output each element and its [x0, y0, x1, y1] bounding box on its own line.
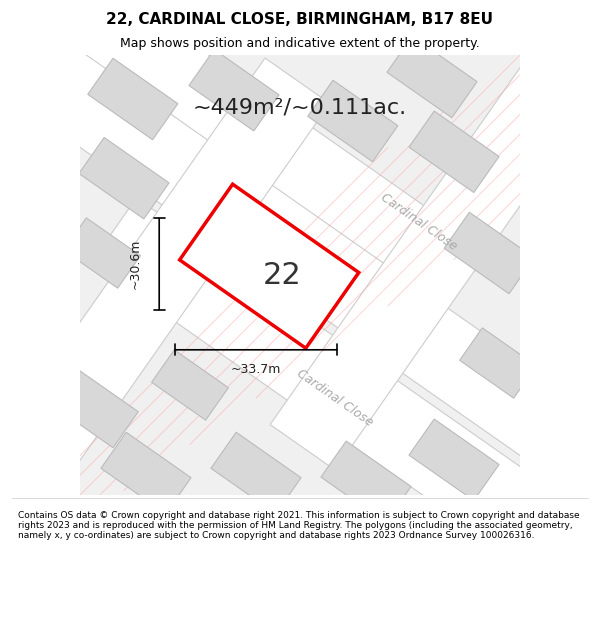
- Polygon shape: [91, 198, 600, 616]
- Polygon shape: [270, 0, 600, 470]
- Text: Cardinal Close: Cardinal Close: [295, 367, 376, 429]
- Polygon shape: [387, 36, 477, 118]
- Polygon shape: [409, 419, 499, 501]
- Text: ~33.7m: ~33.7m: [231, 363, 281, 376]
- Polygon shape: [308, 80, 398, 162]
- Polygon shape: [48, 366, 138, 448]
- Polygon shape: [64, 218, 140, 288]
- Polygon shape: [211, 432, 301, 514]
- Text: ~449m²/~0.111ac.: ~449m²/~0.111ac.: [193, 98, 407, 118]
- Text: 22, CARDINAL CLOSE, BIRMINGHAM, B17 8EU: 22, CARDINAL CLOSE, BIRMINGHAM, B17 8EU: [107, 12, 493, 27]
- Polygon shape: [88, 58, 178, 140]
- Polygon shape: [25, 44, 575, 462]
- Polygon shape: [101, 432, 191, 514]
- Polygon shape: [179, 184, 359, 348]
- Polygon shape: [460, 328, 536, 398]
- Text: Cardinal Close: Cardinal Close: [378, 191, 460, 253]
- Polygon shape: [409, 111, 499, 192]
- Polygon shape: [444, 213, 534, 294]
- Text: Contains OS data © Crown copyright and database right 2021. This information is : Contains OS data © Crown copyright and d…: [18, 511, 580, 541]
- Text: Map shows position and indicative extent of the property.: Map shows position and indicative extent…: [120, 38, 480, 51]
- Polygon shape: [152, 350, 229, 420]
- Polygon shape: [79, 138, 169, 219]
- Text: ~30.6m: ~30.6m: [128, 239, 142, 289]
- Text: 22: 22: [263, 261, 302, 289]
- Polygon shape: [321, 441, 411, 522]
- Polygon shape: [189, 49, 279, 131]
- Polygon shape: [0, 0, 473, 305]
- Polygon shape: [0, 58, 330, 536]
